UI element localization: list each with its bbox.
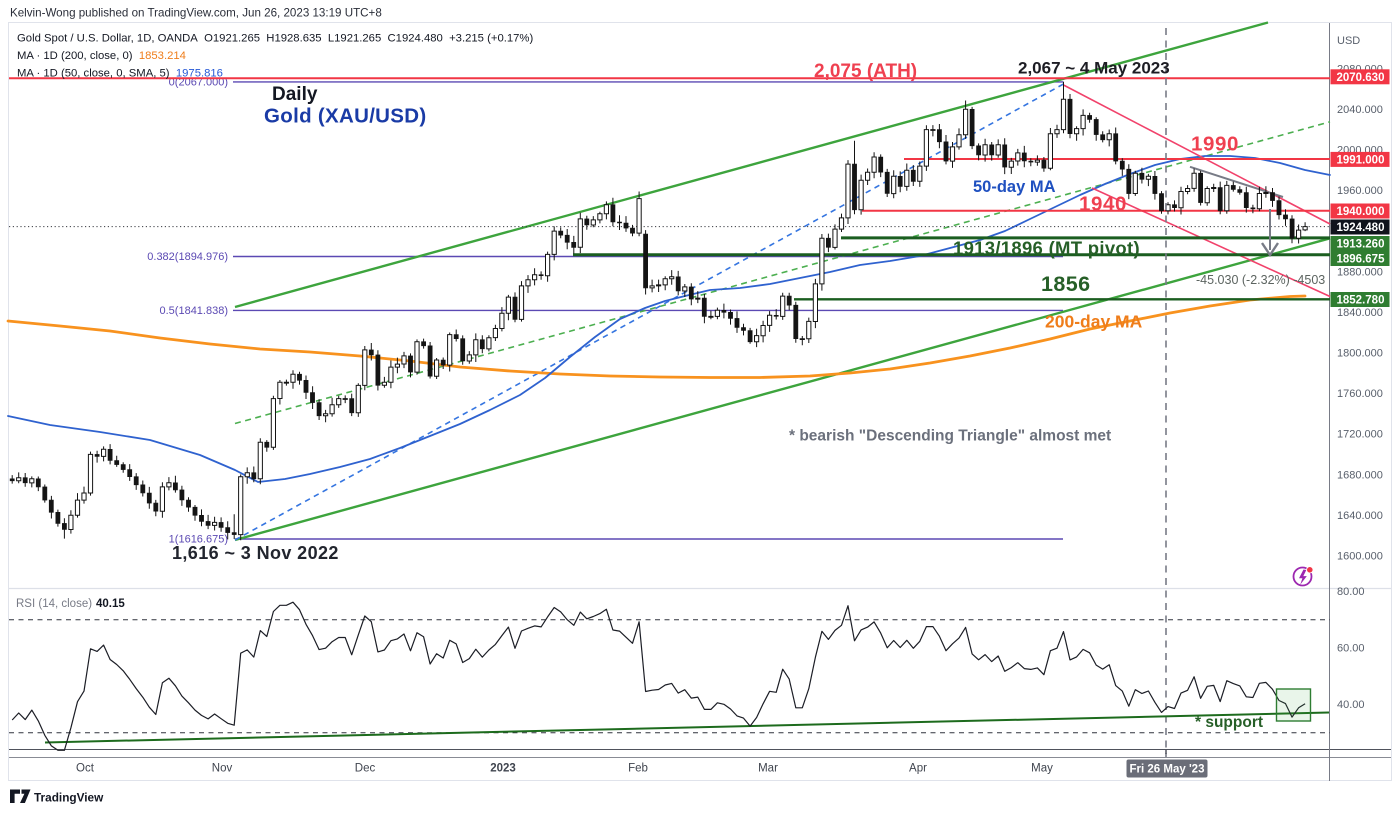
svg-text:1760.000: 1760.000 — [1337, 388, 1383, 400]
svg-text:1680.000: 1680.000 — [1337, 469, 1383, 481]
svg-text:1600.000: 1600.000 — [1337, 551, 1383, 563]
svg-text:RSI (14, close): RSI (14, close) — [16, 598, 92, 610]
svg-text:1913.260: 1913.260 — [1337, 239, 1385, 251]
svg-text:1856: 1856 — [1041, 272, 1090, 296]
svg-text:Dec: Dec — [355, 763, 376, 775]
svg-text:Feb: Feb — [628, 763, 648, 775]
svg-text:1720.000: 1720.000 — [1337, 429, 1383, 441]
svg-text:1(1616.675): 1(1616.675) — [169, 534, 228, 546]
svg-text:2,067 ~ 4 May 2023: 2,067 ~ 4 May 2023 — [1018, 59, 1170, 78]
svg-text:1924.480: 1924.480 — [1337, 222, 1385, 234]
svg-text:1,616 ~ 3 Nov 2022: 1,616 ~ 3 Nov 2022 — [172, 543, 339, 563]
svg-text:1991.000: 1991.000 — [1337, 154, 1385, 166]
svg-text:TradingView: TradingView — [34, 791, 104, 805]
svg-text:1800.000: 1800.000 — [1337, 348, 1383, 360]
svg-text:1840.000: 1840.000 — [1337, 307, 1383, 319]
svg-text:0(2067.000): 0(2067.000) — [169, 77, 228, 89]
svg-text:* support: * support — [1195, 714, 1263, 731]
svg-text:MA · 1D (50, close, 0, SMA, 5): MA · 1D (50, close, 0, SMA, 5) 1975.816 — [17, 68, 223, 80]
svg-text:Daily: Daily — [272, 84, 318, 105]
svg-text:1940.000: 1940.000 — [1337, 206, 1385, 218]
svg-text:Gold (XAU/USD): Gold (XAU/USD) — [264, 105, 427, 128]
svg-text:Apr: Apr — [909, 763, 927, 775]
svg-text:200-day MA: 200-day MA — [1045, 312, 1143, 332]
svg-text:USD: USD — [1337, 35, 1360, 47]
svg-text:* bearish "Descending Triangle: * bearish "Descending Triangle" almost m… — [789, 428, 1111, 445]
svg-text:Fri 26 May '23: Fri 26 May '23 — [1130, 764, 1205, 776]
svg-text:2023: 2023 — [490, 763, 516, 775]
svg-text:1852.780: 1852.780 — [1337, 295, 1385, 307]
svg-text:50-day MA: 50-day MA — [973, 178, 1056, 196]
svg-text:1940: 1940 — [1079, 193, 1127, 216]
svg-text:2070.630: 2070.630 — [1337, 72, 1385, 84]
svg-text:1960.000: 1960.000 — [1337, 185, 1383, 197]
svg-text:2040.000: 2040.000 — [1337, 104, 1383, 116]
svg-text:2,075 (ATH): 2,075 (ATH) — [814, 61, 917, 82]
svg-text:1913/1896 (MT pivot): 1913/1896 (MT pivot) — [953, 238, 1140, 259]
svg-text:1880.000: 1880.000 — [1337, 266, 1383, 278]
svg-text:Gold Spot / U.S. Dollar, 1D, O: Gold Spot / U.S. Dollar, 1D, OANDA O1921… — [17, 33, 533, 45]
svg-text:1990: 1990 — [1191, 133, 1239, 156]
svg-text:60.00: 60.00 — [1337, 643, 1365, 655]
svg-text:1896.675: 1896.675 — [1337, 254, 1386, 266]
svg-text:40.15: 40.15 — [96, 598, 125, 610]
svg-text:80.00: 80.00 — [1337, 586, 1365, 598]
svg-text:Oct: Oct — [76, 763, 95, 775]
svg-text:Nov: Nov — [212, 763, 233, 775]
svg-text:Kelvin-Wong published on Tradi: Kelvin-Wong published on TradingView.com… — [10, 7, 382, 20]
svg-text:0.5(1841.838): 0.5(1841.838) — [160, 305, 229, 317]
svg-text:1640.000: 1640.000 — [1337, 510, 1383, 522]
svg-text:Mar: Mar — [758, 763, 778, 775]
svg-text:40.00: 40.00 — [1337, 699, 1365, 711]
svg-text:MA · 1D (200, close, 0) 1853.: MA · 1D (200, close, 0) 1853.214 — [17, 50, 186, 62]
svg-text:May: May — [1031, 763, 1053, 775]
svg-text:0.382(1894.976): 0.382(1894.976) — [147, 251, 228, 263]
svg-text:-45.030 (-2.32%) -4503: -45.030 (-2.32%) -4503 — [1196, 273, 1325, 287]
